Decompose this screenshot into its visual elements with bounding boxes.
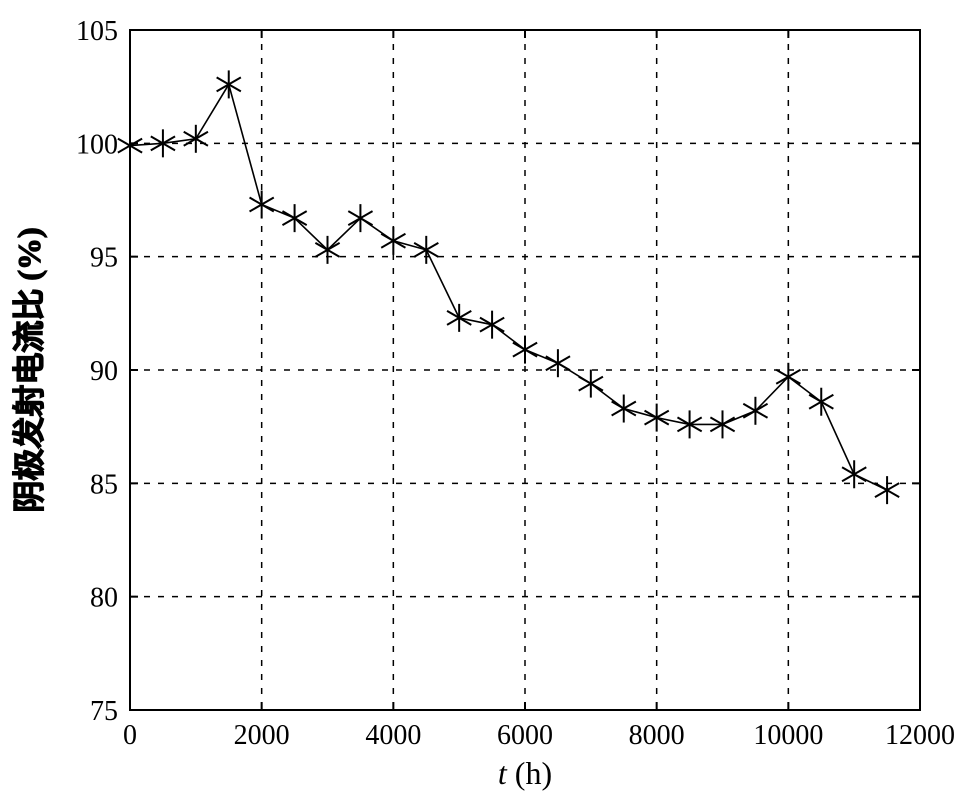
x-tick-label: 4000 (365, 720, 421, 751)
x-tick-label: 8000 (629, 720, 685, 751)
y-tick-label: 80 (90, 583, 118, 614)
y-tick-label: 90 (90, 356, 118, 387)
y-tick-label: 85 (90, 469, 118, 500)
x-tick-label: 0 (123, 720, 137, 751)
y-tick-label: 75 (90, 696, 118, 727)
x-tick-label: 12000 (885, 720, 955, 751)
x-tick-label: 10000 (753, 720, 823, 751)
x-tick-label: 2000 (234, 720, 290, 751)
y-tick-label: 100 (76, 129, 118, 160)
x-tick-label: 6000 (497, 720, 553, 751)
y-tick-label: 105 (76, 16, 118, 47)
chart-container: 0 2000 4000 6000 8000 10000 12000 75 80 85 90 95 100… (0, 0, 968, 800)
y-tick-label: 95 (90, 243, 118, 274)
x-axis-title: t (h) (498, 755, 552, 791)
y-axis-title: 阴极发射电流比 (%) (11, 227, 47, 512)
chart-svg: 0 2000 4000 6000 8000 10000 12000 75 80 85 90 95 100… (0, 0, 968, 800)
